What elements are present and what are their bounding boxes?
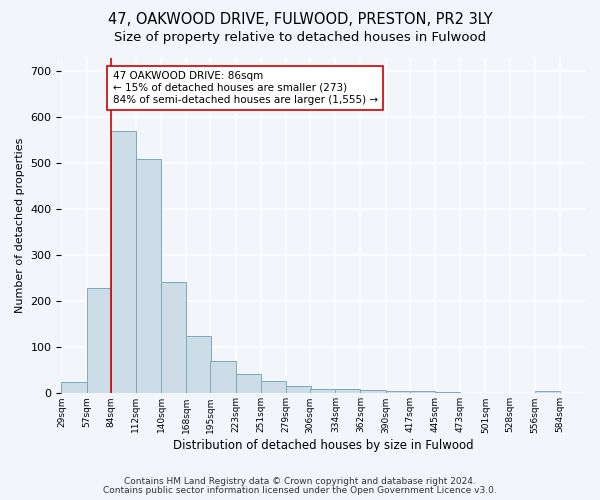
- Bar: [361, 390, 386, 394]
- Bar: [86, 288, 112, 394]
- Bar: [435, 392, 460, 394]
- Text: Contains public sector information licensed under the Open Government Licence v3: Contains public sector information licen…: [103, 486, 497, 495]
- Bar: [286, 386, 311, 394]
- Bar: [335, 389, 361, 394]
- Bar: [310, 389, 335, 394]
- Y-axis label: Number of detached properties: Number of detached properties: [15, 138, 25, 313]
- Bar: [236, 374, 261, 394]
- Bar: [211, 361, 236, 394]
- Text: 47, OAKWOOD DRIVE, FULWOOD, PRESTON, PR2 3LY: 47, OAKWOOD DRIVE, FULWOOD, PRESTON, PR2…: [107, 12, 493, 28]
- Bar: [161, 282, 186, 394]
- X-axis label: Distribution of detached houses by size in Fulwood: Distribution of detached houses by size …: [173, 440, 473, 452]
- Bar: [111, 131, 136, 394]
- Bar: [410, 391, 435, 394]
- Text: Size of property relative to detached houses in Fulwood: Size of property relative to detached ho…: [114, 31, 486, 44]
- Bar: [136, 158, 161, 394]
- Bar: [61, 382, 86, 394]
- Text: 47 OAKWOOD DRIVE: 86sqm
← 15% of detached houses are smaller (273)
84% of semi-d: 47 OAKWOOD DRIVE: 86sqm ← 15% of detache…: [113, 72, 378, 104]
- Bar: [261, 381, 286, 394]
- Bar: [386, 390, 411, 394]
- Bar: [186, 336, 211, 394]
- Bar: [535, 391, 560, 394]
- Text: Contains HM Land Registry data © Crown copyright and database right 2024.: Contains HM Land Registry data © Crown c…: [124, 477, 476, 486]
